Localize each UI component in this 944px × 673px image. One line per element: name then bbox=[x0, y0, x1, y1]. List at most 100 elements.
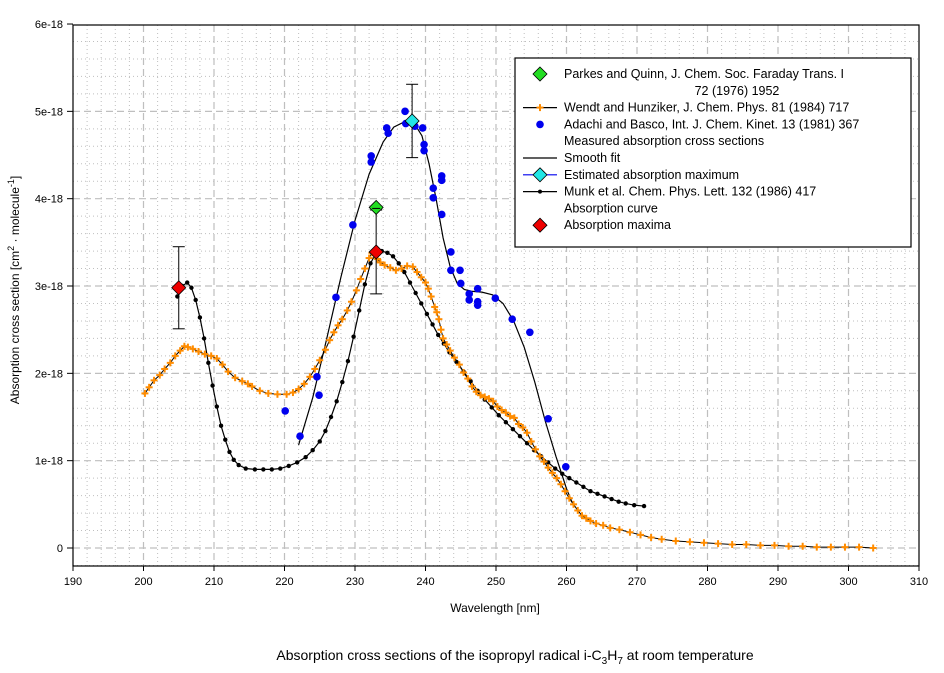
legend-label: Absorption maxima bbox=[564, 218, 671, 232]
wendt-point bbox=[398, 265, 406, 273]
wendt-point bbox=[506, 412, 514, 420]
wendt-point bbox=[565, 494, 573, 502]
munk-point bbox=[243, 466, 248, 471]
munk-point bbox=[609, 496, 614, 502]
y-tick-label: 4e-18 bbox=[35, 194, 63, 206]
adachi-point bbox=[367, 158, 376, 166]
wendt-point bbox=[145, 383, 153, 391]
y-axis: 0 1e-18 2e-18 3e-18 4e-18 5e-18 6e-18 bbox=[35, 19, 73, 555]
adachi-point bbox=[465, 290, 474, 298]
wendt-point bbox=[785, 542, 793, 550]
x-tick-label: 210 bbox=[205, 576, 223, 588]
wendt-point bbox=[347, 298, 355, 306]
x-tick-label: 270 bbox=[628, 576, 646, 588]
wendt-point bbox=[184, 343, 192, 351]
wendt-point bbox=[493, 403, 501, 411]
munk-point bbox=[218, 423, 224, 428]
munk-point bbox=[328, 414, 334, 420]
munk-point bbox=[396, 261, 401, 266]
munk-point bbox=[641, 503, 647, 509]
wendt-point bbox=[326, 336, 334, 344]
wendt-point bbox=[194, 348, 202, 356]
wendt-point bbox=[841, 543, 849, 551]
wendt-point bbox=[207, 352, 215, 360]
munk-point bbox=[278, 466, 283, 471]
wendt-point bbox=[365, 254, 373, 262]
wendt-point bbox=[728, 541, 736, 549]
adachi-point bbox=[456, 279, 465, 288]
wendt-point bbox=[502, 409, 510, 417]
wendt-point bbox=[450, 354, 458, 362]
legend-label: Measured absorption cross sections bbox=[564, 134, 764, 148]
smooth-fit-line bbox=[298, 121, 573, 503]
estimated-legend-icon bbox=[532, 167, 548, 183]
wendt-point bbox=[330, 328, 338, 336]
adachi-point bbox=[447, 266, 455, 275]
wendt-point bbox=[869, 544, 877, 552]
adachi-point bbox=[544, 414, 552, 423]
wendt-point bbox=[244, 380, 252, 388]
legend-item-parkes: Parkes and Quinn, J. Chem. Soc. Faraday … bbox=[532, 66, 844, 98]
munk-point bbox=[357, 308, 362, 313]
wendt-point bbox=[176, 347, 184, 355]
wendt-point bbox=[231, 374, 239, 382]
legend-label: Absorption curve bbox=[564, 201, 658, 215]
wendt-point bbox=[561, 487, 569, 495]
wendt-point bbox=[201, 350, 209, 358]
munk-point bbox=[201, 336, 207, 341]
wendt-point bbox=[548, 469, 556, 477]
wendt-point bbox=[381, 261, 389, 269]
wendt-point bbox=[813, 543, 821, 551]
legend-item-adachi: Adachi and Basco, Int. J. Chem. Kinet. 1… bbox=[536, 117, 859, 148]
wendt-point bbox=[468, 382, 476, 390]
munk-point bbox=[595, 491, 600, 497]
adachi-point bbox=[332, 293, 340, 302]
munk-point bbox=[323, 428, 328, 434]
wendt-point bbox=[615, 526, 623, 534]
wendt-point bbox=[686, 538, 694, 546]
wendt-point bbox=[455, 361, 463, 369]
wendt-point bbox=[827, 543, 835, 551]
wendt-point bbox=[770, 541, 778, 549]
x-tick-label: 190 bbox=[64, 576, 82, 588]
munk-point bbox=[390, 254, 396, 259]
wendt-point bbox=[386, 264, 394, 272]
adachi-point bbox=[384, 129, 392, 137]
parkes-legend-icon bbox=[532, 66, 548, 82]
munk-point bbox=[402, 269, 407, 275]
munk-point bbox=[310, 447, 315, 453]
legend: Parkes and Quinn, J. Chem. Soc. Faraday … bbox=[514, 57, 912, 248]
munk-point bbox=[223, 437, 228, 442]
x-tick-label: 200 bbox=[134, 576, 152, 588]
wendt-point bbox=[422, 279, 429, 287]
wendt-point bbox=[510, 414, 518, 422]
munk-point bbox=[210, 383, 215, 388]
wendt-point bbox=[637, 531, 645, 539]
munk-point bbox=[616, 499, 621, 504]
munk-point bbox=[631, 503, 637, 508]
wendt-point bbox=[574, 506, 582, 514]
adachi-point bbox=[526, 328, 534, 337]
wendt-point bbox=[283, 390, 291, 398]
wendt-point bbox=[557, 480, 565, 488]
wendt-point bbox=[799, 542, 807, 550]
wendt-point bbox=[658, 535, 666, 543]
munk-point bbox=[517, 434, 523, 439]
wendt-point bbox=[523, 429, 531, 437]
wendt-point bbox=[427, 292, 435, 300]
wendt-point bbox=[156, 371, 164, 379]
munk-point bbox=[185, 280, 190, 285]
wendt-legend-icon bbox=[536, 104, 544, 112]
adachi-point bbox=[429, 194, 438, 202]
wendt-point bbox=[472, 388, 480, 396]
wendt-point bbox=[606, 524, 614, 532]
wendt-point bbox=[578, 512, 586, 520]
wendt-point bbox=[352, 286, 360, 294]
munk-point bbox=[351, 334, 356, 339]
y-tick-label: 5e-18 bbox=[35, 106, 63, 118]
wendt-point bbox=[519, 423, 527, 431]
legend-item-munk: Munk et al. Chem. Phys. Lett. 132 (1986)… bbox=[523, 185, 816, 215]
adachi-point bbox=[367, 152, 376, 160]
wendt-point bbox=[515, 420, 523, 428]
x-tick-label: 280 bbox=[698, 576, 716, 588]
